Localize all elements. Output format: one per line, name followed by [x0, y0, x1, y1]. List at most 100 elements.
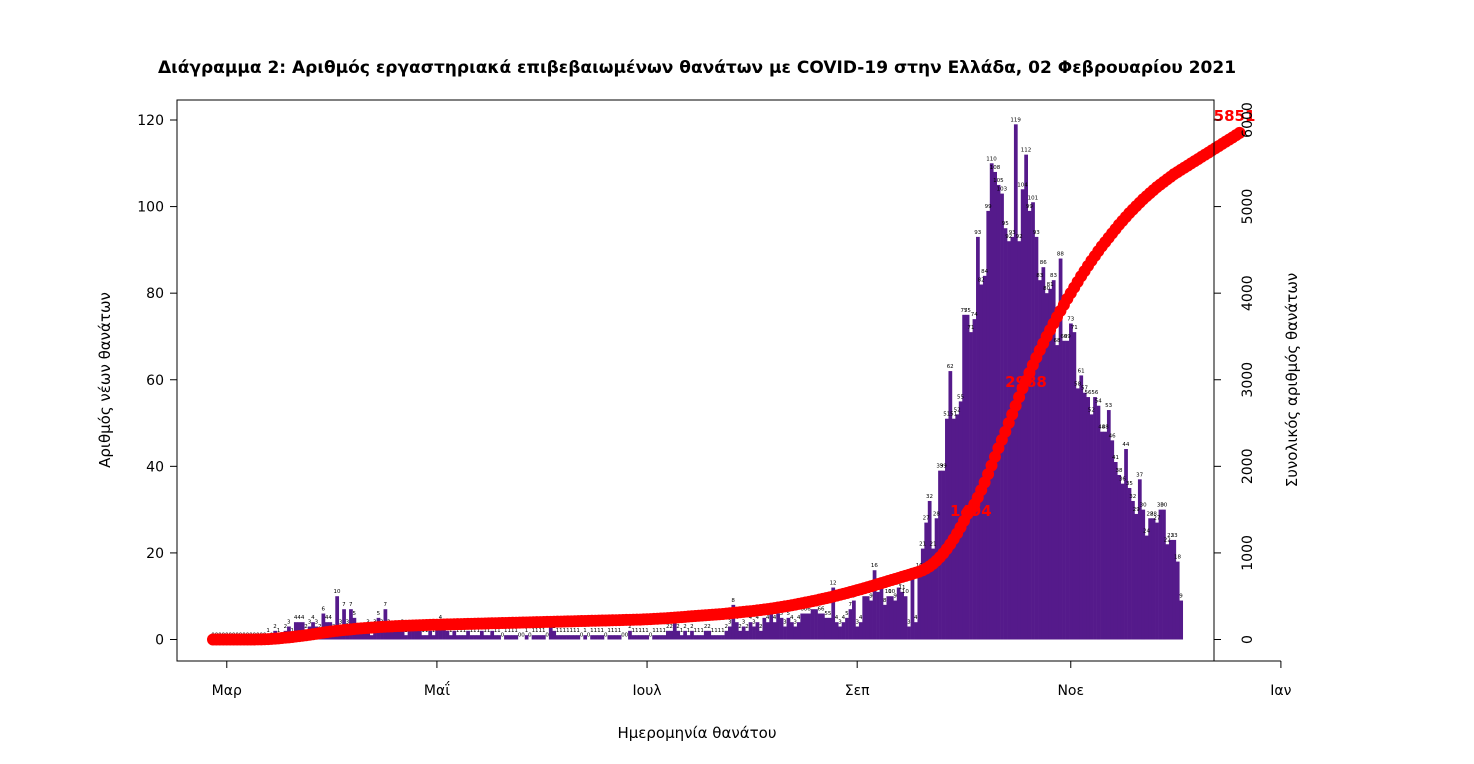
bar — [510, 635, 515, 640]
bar-value-label: 6 — [804, 607, 808, 613]
bar — [655, 635, 660, 640]
bar-value-label: 44 — [1122, 442, 1129, 448]
bar-value-label: 1 — [700, 628, 704, 634]
bar-value-label: 2 — [273, 624, 277, 630]
bar-value-label: 52 — [1088, 407, 1095, 413]
bar-value-label: 1 — [694, 628, 698, 634]
bar-value-label: 0 — [528, 633, 532, 639]
bar — [900, 591, 904, 640]
x-tick-label: Μαΐ — [424, 681, 450, 699]
bar-value-label: 4 — [790, 615, 794, 621]
bar — [752, 626, 756, 640]
bar-value-label: 56 — [1084, 390, 1091, 396]
bar-value-label: 10 — [885, 589, 892, 595]
bar-value-label: 2 — [318, 624, 322, 630]
right-y-axis-label: Συνολικός αριθμός θανάτων — [1283, 273, 1301, 488]
bar-value-label: 4 — [325, 615, 329, 621]
bar-value-label: 51 — [950, 412, 957, 418]
bar — [572, 635, 577, 640]
cumulative-value-label: 5851 — [1214, 107, 1256, 125]
bar-value-label: 7 — [342, 602, 346, 608]
bar-value-label: 75 — [964, 308, 971, 314]
bar — [645, 635, 650, 640]
bar-value-label: 110 — [986, 156, 997, 162]
bar-value-label: 24 — [1143, 529, 1150, 535]
bar-value-label: 73 — [1067, 316, 1074, 322]
bar — [428, 630, 433, 640]
bar-value-label: 1 — [449, 628, 453, 634]
bar — [1124, 449, 1128, 640]
bar — [879, 587, 884, 640]
bar-value-label: 82 — [978, 278, 985, 284]
bar-value-label: 95 — [1002, 221, 1009, 227]
bar — [1110, 440, 1115, 640]
bar-value-label: 4 — [797, 615, 801, 621]
bar-value-label: 1 — [504, 628, 508, 634]
bar — [610, 635, 615, 640]
bar — [745, 630, 749, 640]
bar — [734, 622, 739, 640]
bar — [948, 371, 953, 640]
bar-value-label: 6 — [818, 607, 822, 613]
bar — [369, 635, 374, 640]
bar-value-label: 48 — [1098, 425, 1105, 431]
bar-value-label: 21 — [929, 542, 936, 548]
bar-value-label: 1 — [539, 628, 543, 634]
bar-value-label: 75 — [960, 308, 967, 314]
bar — [831, 587, 836, 640]
bar-value-label: 2 — [738, 624, 742, 630]
bar-value-label: 4 — [766, 615, 770, 621]
bar — [1172, 539, 1177, 640]
bar-value-label: 3 — [855, 620, 859, 626]
bar — [1079, 375, 1084, 640]
bar-value-label: 56 — [1091, 390, 1098, 396]
bar — [821, 613, 825, 640]
bar-value-label: 38 — [1115, 468, 1122, 474]
bar-value-label: 1 — [652, 628, 656, 634]
bar — [1062, 340, 1066, 640]
bar — [514, 635, 519, 640]
bar — [893, 600, 898, 640]
bar — [1175, 561, 1180, 640]
bar — [1065, 340, 1070, 640]
bar-value-label: 27 — [1153, 516, 1160, 522]
bar — [790, 622, 794, 640]
bar-value-label: 1 — [721, 628, 725, 634]
bar-value-label: 1 — [697, 628, 701, 634]
bar — [666, 630, 670, 640]
bar — [497, 635, 501, 640]
bar — [889, 596, 894, 640]
bar — [555, 635, 560, 640]
bar — [617, 635, 622, 640]
bar-value-label: 28 — [1150, 511, 1157, 517]
bar — [1048, 288, 1053, 640]
bar — [614, 635, 619, 640]
bar — [1113, 462, 1118, 640]
bar-value-label: 1 — [663, 628, 667, 634]
bar-value-label: 1 — [645, 628, 649, 634]
bar — [969, 332, 973, 640]
bar — [1120, 483, 1125, 640]
bar-value-label: 4 — [297, 615, 301, 621]
bar — [924, 522, 929, 640]
bar-value-label: 21 — [919, 542, 926, 548]
bar-value-label: 83 — [1050, 273, 1057, 279]
bar-value-label: 3 — [793, 620, 797, 626]
bar — [845, 617, 849, 640]
bar — [762, 617, 767, 640]
bar-value-label: 37 — [1136, 472, 1143, 478]
bar-value-label: 5 — [780, 611, 784, 617]
bar-value-label: 2 — [304, 624, 308, 630]
bar-value-label: 2 — [704, 624, 708, 630]
bar-value-label: 3 — [346, 620, 350, 626]
bar — [786, 617, 791, 640]
bar — [989, 163, 994, 640]
bar — [724, 630, 729, 640]
bar — [431, 635, 436, 640]
bar-value-label: 1 — [266, 628, 270, 634]
bar — [335, 596, 340, 640]
bar-value-label: 101 — [1028, 195, 1039, 201]
bar — [1038, 280, 1042, 640]
bar-value-label: 4 — [328, 615, 332, 621]
